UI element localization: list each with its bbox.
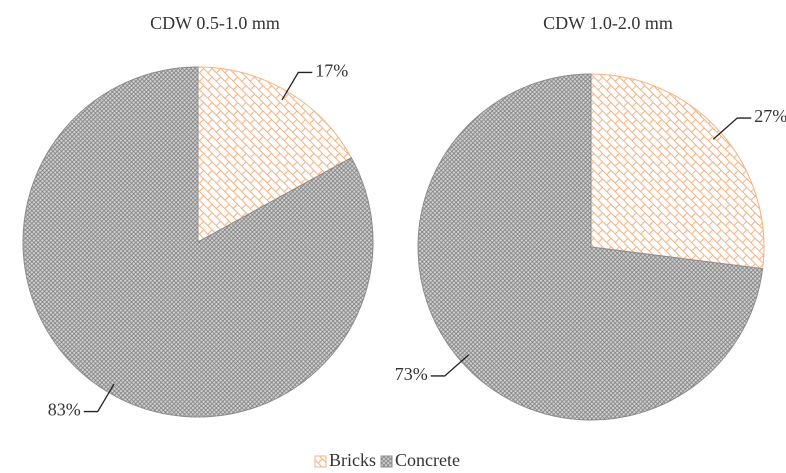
legend-swatch <box>380 455 393 468</box>
legend-label: Concrete <box>395 450 460 470</box>
legend-swatch <box>314 455 327 468</box>
leader-line <box>83 383 115 413</box>
chart-title: CDW 0.5-1.0 mm <box>150 13 280 33</box>
legend-label: Bricks <box>329 450 376 470</box>
data-label: 83% <box>48 400 81 420</box>
leader-line <box>430 354 470 377</box>
pie-slice <box>590 73 765 270</box>
leader-line <box>712 117 752 140</box>
chart-title: CDW 1.0-2.0 mm <box>543 13 673 33</box>
data-label: 27% <box>754 106 786 126</box>
leader-line <box>281 71 313 101</box>
data-label: 73% <box>395 364 428 384</box>
data-label: 17% <box>315 61 348 81</box>
